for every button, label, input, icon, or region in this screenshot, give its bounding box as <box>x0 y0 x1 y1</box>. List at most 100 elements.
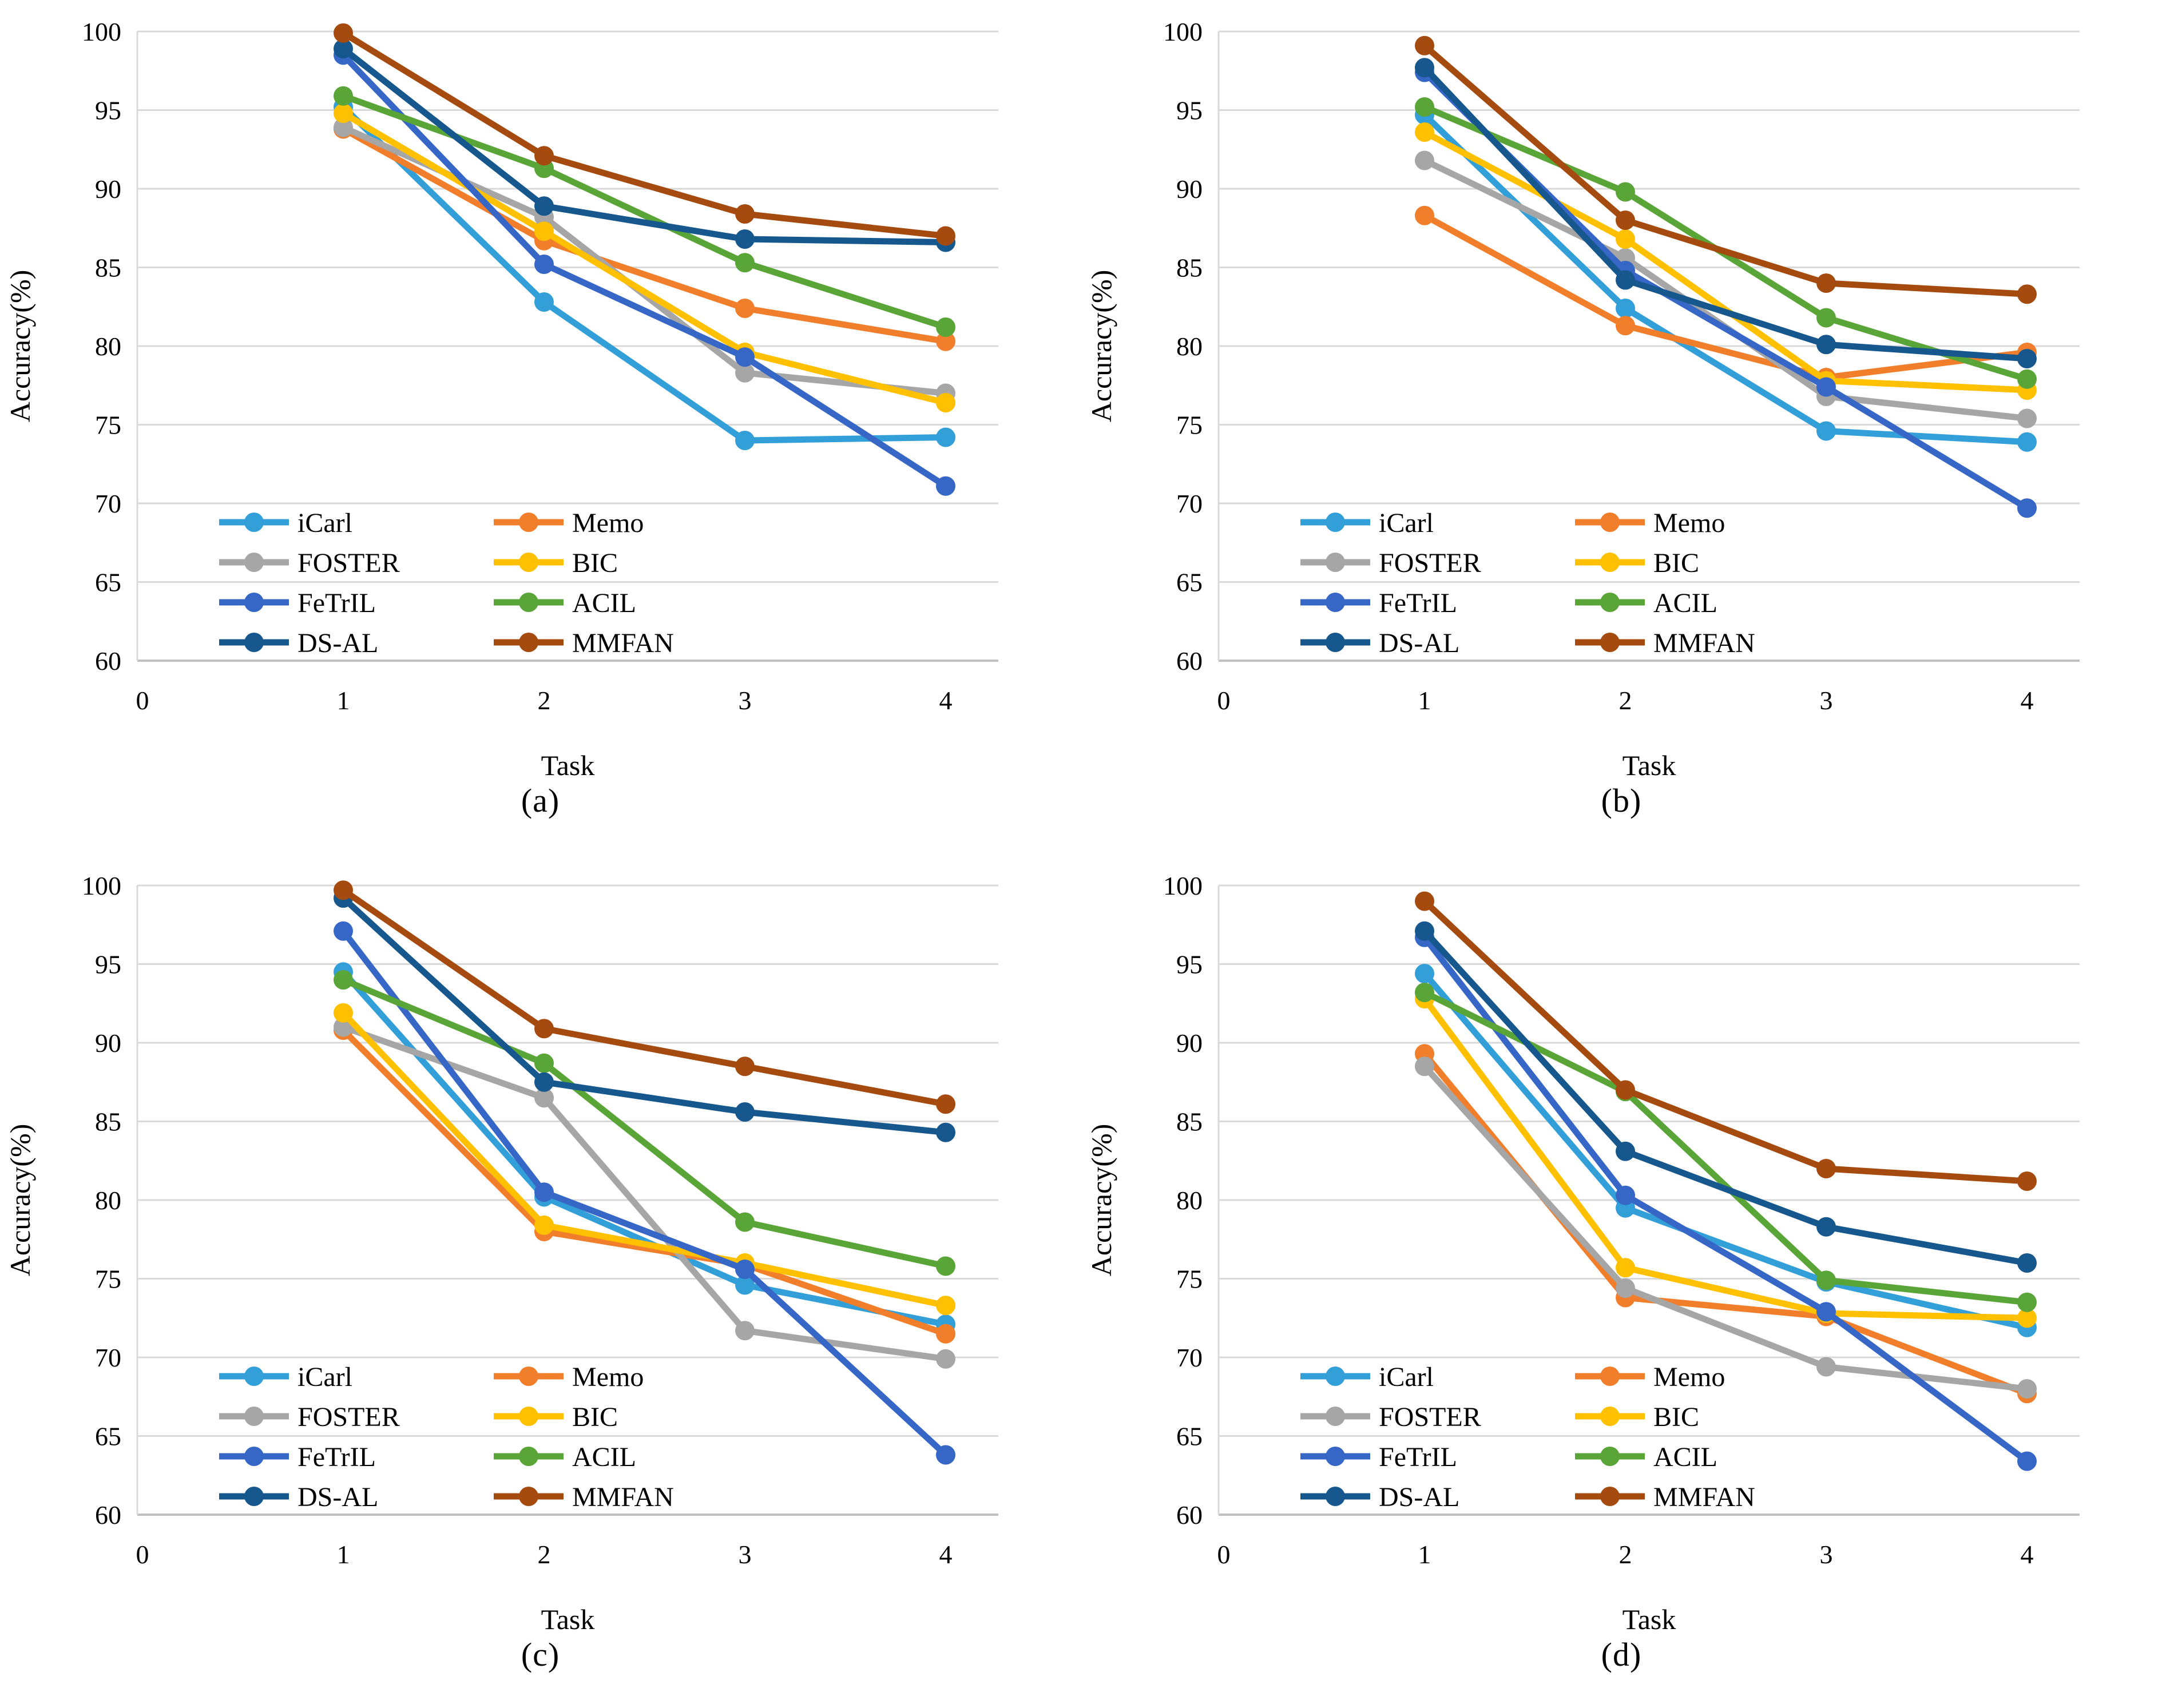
series-point-Memo-task4 <box>936 331 955 351</box>
y-tick-label: 85 <box>95 1107 121 1137</box>
y-tick-label: 80 <box>1176 332 1203 361</box>
legend-label-FOSTER: FOSTER <box>297 1402 400 1432</box>
chart-d-caption: (d) <box>1601 1636 1642 1673</box>
series-line-DS-AL <box>340 45 949 245</box>
legend-label-FeTrIL: FeTrIL <box>1379 1442 1457 1472</box>
series-point-MMFAN-task1 <box>1414 891 1434 911</box>
series-point-ACIL-task3 <box>735 1212 755 1232</box>
series-point-ACIL-task4 <box>2017 1292 2037 1312</box>
chart-panel-b: 60 65 70 75 80 85 90 95 100 0 1 2 3 4 Task Accuracy(%) i… <box>1081 0 2162 854</box>
y-tick-label: 60 <box>95 646 121 676</box>
legend-label-MMFAN: MMFAN <box>1653 628 1755 658</box>
legend-swatch-marker-ACIL <box>1600 1447 1620 1466</box>
series-point-ACIL-task1 <box>1414 983 1434 1002</box>
legend-swatch-marker-ACIL <box>519 593 538 612</box>
x-axis-title: Task <box>1622 749 1676 778</box>
series-point-ACIL-task1 <box>334 86 353 106</box>
x-tick-label: 2 <box>1618 1540 1632 1569</box>
series-point-ACIL-task4 <box>936 1256 955 1276</box>
y-tick-label: 90 <box>1176 174 1203 204</box>
series-line-MMFAN <box>340 887 949 1107</box>
x-axis-title: Task <box>541 1603 595 1632</box>
legend-label-FOSTER: FOSTER <box>1379 548 1481 578</box>
series-line-FeTrIL <box>340 51 949 490</box>
series-point-MMFAN-task1 <box>1414 35 1434 55</box>
series-line-iCarl <box>340 968 949 1328</box>
series-point-ACIL-task2 <box>1615 182 1635 202</box>
y-tick-label: 70 <box>95 1343 121 1372</box>
series-point-FeTrIL-task3 <box>1816 377 1836 397</box>
legend-swatch-marker-FOSTER <box>244 553 264 572</box>
series-line-DS-AL <box>1421 64 2030 362</box>
chart-panel-c: 60 65 70 75 80 85 90 95 100 0 1 2 3 4 Task Accuracy(%) i… <box>0 854 1081 1708</box>
series-point-BIC-task4 <box>2017 1308 2037 1328</box>
series-point-FOSTER-task4 <box>2017 1379 2037 1399</box>
x-tick-label: 3 <box>739 686 752 715</box>
series-point-BIC-task1 <box>334 104 353 123</box>
series-point-ACIL-task4 <box>2017 369 2037 389</box>
y-tick-label: 100 <box>1163 871 1203 900</box>
legend-swatch-marker-Memo <box>519 1367 538 1386</box>
series-point-FeTrIL-task4 <box>936 1445 955 1465</box>
y-tick-label: 60 <box>1176 1500 1203 1530</box>
series-point-DS-AL-task3 <box>735 1102 755 1122</box>
series-line-MMFAN <box>1421 42 2030 297</box>
series-point-DS-AL-task3 <box>735 229 755 249</box>
chart-b-caption: (b) <box>1601 782 1642 819</box>
chart-d-canvas: 60 65 70 75 80 85 90 95 100 0 1 2 3 4 Task Accuracy(%) i… <box>1085 871 2080 1632</box>
series-point-BIC-task2 <box>534 221 554 241</box>
series-point-FeTrIL-task3 <box>735 1260 755 1279</box>
y-tick-label: 100 <box>82 17 121 46</box>
series-point-DS-AL-task2 <box>1615 270 1635 290</box>
legend-label-ACIL: ACIL <box>1653 1442 1717 1472</box>
series-point-ACIL-task3 <box>1816 308 1836 328</box>
y-axis-title: Accuracy(%) <box>4 270 36 422</box>
y-tick-label: 80 <box>1176 1186 1203 1215</box>
series-point-FOSTER-task1 <box>1414 1056 1434 1077</box>
legend-label-FeTrIL: FeTrIL <box>297 588 376 618</box>
x-tick-label: 3 <box>1819 1540 1832 1569</box>
legend-swatch-marker-FeTrIL <box>244 1447 264 1466</box>
legend-swatch-marker-MMFAN <box>519 633 538 652</box>
y-axis-title: Accuracy(%) <box>1085 270 1117 422</box>
legend-swatch-marker-FeTrIL <box>1325 593 1345 612</box>
series-point-DS-AL-task2 <box>534 1072 554 1092</box>
series-point-DS-AL-task3 <box>1816 1217 1836 1237</box>
legend-label-DS-AL: DS-AL <box>297 1482 378 1512</box>
series-line-DS-AL <box>340 895 949 1136</box>
legend-label-BIC: BIC <box>572 548 618 578</box>
legend-swatch-marker-FeTrIL <box>1325 1447 1345 1466</box>
series-point-DS-AL-task1 <box>1414 58 1434 78</box>
series-point-DS-AL-task2 <box>1615 1141 1635 1161</box>
legend-label-DS-AL: DS-AL <box>297 628 378 658</box>
series-point-Memo-task3 <box>735 299 755 318</box>
y-tick-label: 75 <box>1176 1265 1203 1294</box>
x-tick-label: 4 <box>2020 1540 2033 1569</box>
series-point-ACIL-task1 <box>1414 97 1434 117</box>
legend-label-ACIL: ACIL <box>572 588 636 618</box>
legend-swatch-marker-BIC <box>519 553 538 572</box>
series-line-Memo <box>340 126 949 345</box>
legend-swatch-marker-MMFAN <box>519 1487 538 1506</box>
y-tick-label: 60 <box>95 1500 121 1530</box>
chart-b-canvas: 60 65 70 75 80 85 90 95 100 0 1 2 3 4 Task Accuracy(%) i… <box>1085 17 2080 778</box>
series-point-BIC-task2 <box>1615 229 1635 249</box>
y-tick-label: 95 <box>1176 950 1203 979</box>
legend-swatch-marker-Memo <box>1600 513 1620 532</box>
series-point-MMFAN-task1 <box>334 23 353 43</box>
series-point-DS-AL-task4 <box>2017 349 2037 368</box>
series-line-iCarl <box>1421 970 2030 1331</box>
legend-swatch-marker-iCarl <box>1325 1367 1345 1386</box>
series-point-iCarl-task2 <box>534 292 554 312</box>
y-tick-label: 75 <box>1176 411 1203 440</box>
series-line-FeTrIL <box>1421 934 2030 1464</box>
series-point-DS-AL-task4 <box>2017 1253 2037 1273</box>
legend-swatch-marker-BIC <box>1600 553 1620 572</box>
series-point-FeTrIL-task4 <box>936 476 955 496</box>
legend-swatch-marker-DS-AL <box>244 633 264 652</box>
x-axis-title: Task <box>1622 1603 1676 1632</box>
y-tick-label: 95 <box>95 96 121 125</box>
y-tick-label: 70 <box>95 489 121 518</box>
legend-label-iCarl: iCarl <box>297 508 352 538</box>
